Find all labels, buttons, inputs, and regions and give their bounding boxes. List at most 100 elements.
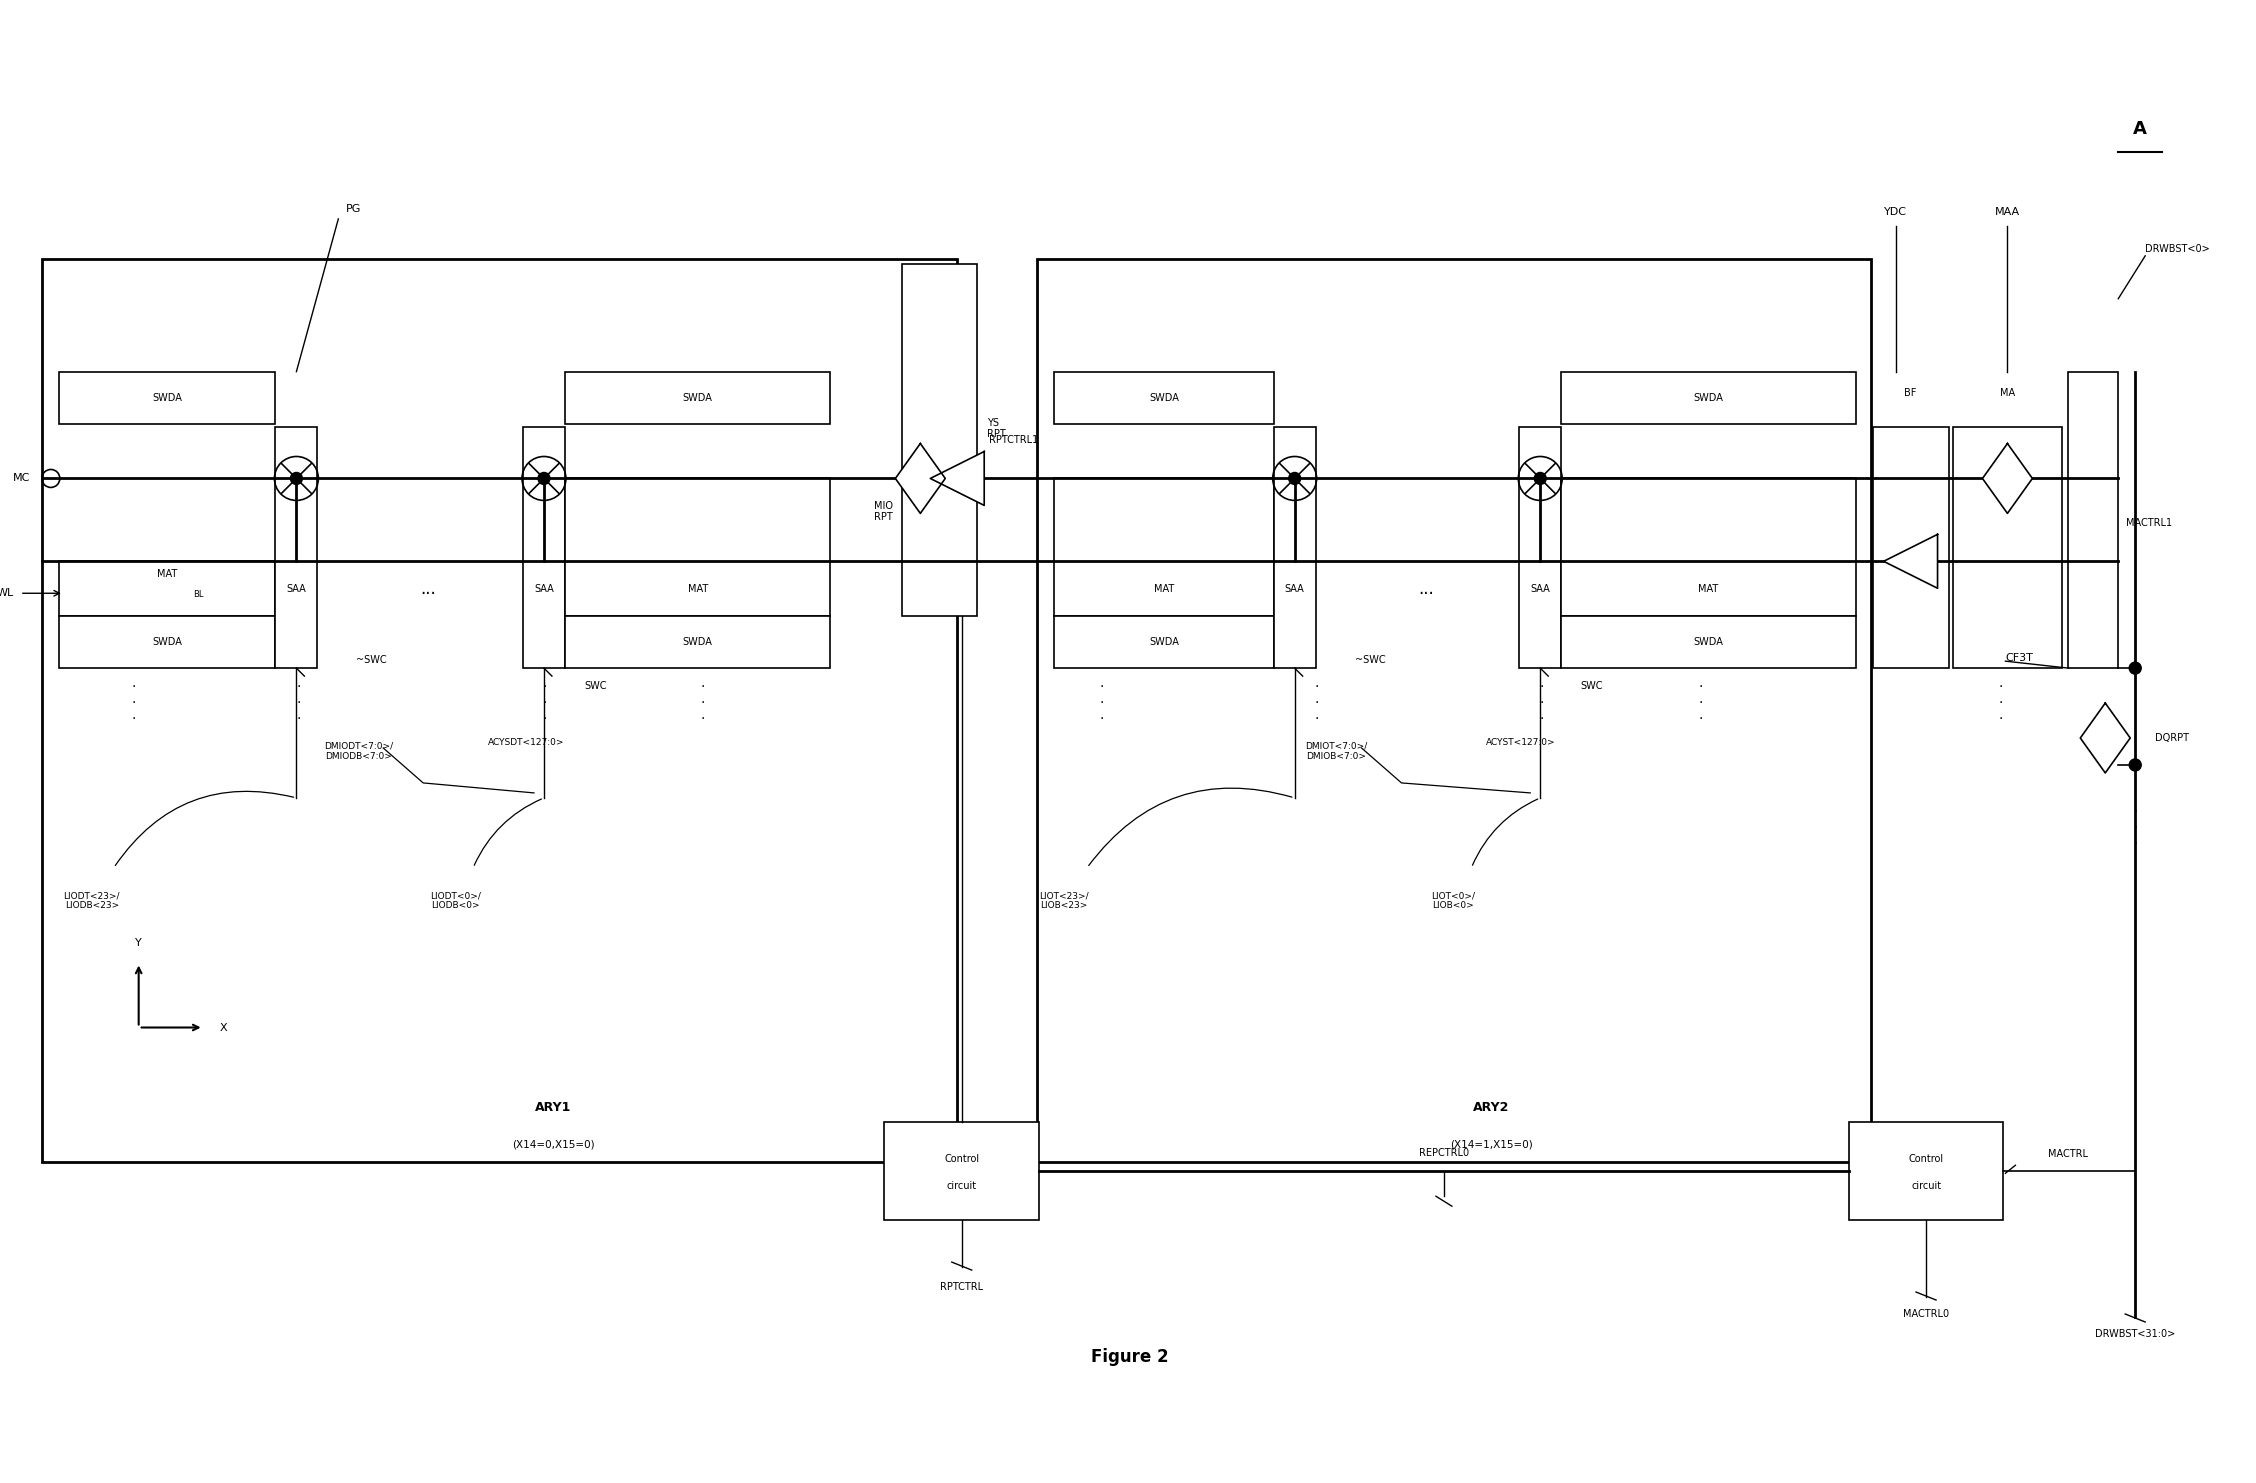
Text: MAT: MAT <box>158 569 178 578</box>
Text: MIO
RPT: MIO RPT <box>875 501 893 522</box>
Polygon shape <box>1884 534 1938 589</box>
Circle shape <box>1534 473 1545 485</box>
Text: ·
·
·: · · · <box>1315 679 1320 727</box>
Bar <box>1275 427 1315 669</box>
Text: DQRPT: DQRPT <box>2154 733 2188 743</box>
Text: ~SWC: ~SWC <box>1354 655 1385 666</box>
Text: SAA: SAA <box>287 584 307 593</box>
Bar <box>564 617 830 669</box>
Text: MC: MC <box>14 473 29 483</box>
Text: SWDA: SWDA <box>1694 638 1724 647</box>
Text: circuit: circuit <box>1911 1182 1940 1191</box>
Text: MACTRL: MACTRL <box>2048 1149 2089 1160</box>
Text: MACTRL1: MACTRL1 <box>2125 519 2173 528</box>
Text: DRWBST<31:0>: DRWBST<31:0> <box>2096 1329 2175 1339</box>
Bar <box>1561 479 1857 617</box>
Bar <box>43 260 957 1163</box>
Text: ...: ... <box>420 580 435 598</box>
Text: Control: Control <box>1909 1154 1945 1164</box>
Text: MAT: MAT <box>688 584 708 593</box>
Bar <box>275 427 318 669</box>
Text: SWDA: SWDA <box>684 393 713 402</box>
Text: SWDA: SWDA <box>684 638 713 647</box>
Text: REPCTRL0: REPCTRL0 <box>1419 1148 1469 1158</box>
Bar <box>1561 617 1857 669</box>
Text: ·
·
·: · · · <box>2132 805 2136 851</box>
Text: X: X <box>219 1022 228 1032</box>
Text: MAT: MAT <box>1153 584 1173 593</box>
Text: SWC: SWC <box>584 681 607 691</box>
Text: ~SWC: ~SWC <box>356 655 388 666</box>
Text: SWDA: SWDA <box>1148 638 1180 647</box>
Text: ACYSDT<127:0>: ACYSDT<127:0> <box>487 739 564 747</box>
Bar <box>1054 372 1275 424</box>
Text: YDC: YDC <box>1884 208 1906 217</box>
Text: SWDA: SWDA <box>1148 393 1180 402</box>
Text: YS
RPT: YS RPT <box>988 418 1006 439</box>
Polygon shape <box>929 451 984 506</box>
Polygon shape <box>896 443 945 513</box>
Text: ·
·
·: · · · <box>296 679 300 727</box>
Text: (X14=0,X15=0): (X14=0,X15=0) <box>512 1139 593 1149</box>
Text: ARY1: ARY1 <box>535 1100 571 1114</box>
Circle shape <box>291 473 302 485</box>
Text: ·
·
·: · · · <box>1101 679 1103 727</box>
Bar <box>1848 1123 2003 1221</box>
Text: BL: BL <box>194 590 203 599</box>
Bar <box>564 372 830 424</box>
Text: ARY2: ARY2 <box>1473 1100 1509 1114</box>
Bar <box>884 1123 1040 1221</box>
Circle shape <box>1288 473 1302 485</box>
Text: BF: BF <box>1904 387 1918 397</box>
Bar <box>2069 372 2118 669</box>
Text: ·
·
·: · · · <box>702 679 704 727</box>
Circle shape <box>2130 661 2141 675</box>
Text: LIOT<23>/
LIOB<23>: LIOT<23>/ LIOB<23> <box>1040 891 1090 911</box>
Bar <box>902 264 977 617</box>
Text: DMIOT<7:0>/
DMIOB<7:0>: DMIOT<7:0>/ DMIOB<7:0> <box>1306 742 1367 761</box>
Text: RPTCTRL: RPTCTRL <box>941 1281 984 1292</box>
Bar <box>1951 427 2062 669</box>
Text: Figure 2: Figure 2 <box>1092 1348 1169 1366</box>
Bar <box>1561 372 1857 424</box>
Text: SAA: SAA <box>535 584 553 593</box>
Bar <box>59 372 275 424</box>
Circle shape <box>2130 759 2141 771</box>
Text: ·
·
·: · · · <box>1699 679 1703 727</box>
Bar <box>1872 427 1949 669</box>
Bar <box>564 479 830 617</box>
Text: SAA: SAA <box>1530 584 1550 593</box>
Bar <box>1054 479 1275 617</box>
Text: ...: ... <box>1419 580 1435 598</box>
Text: DRWBST<0>: DRWBST<0> <box>2145 243 2211 254</box>
Text: ACYST<127:0>: ACYST<127:0> <box>1487 739 1557 747</box>
Text: SWC: SWC <box>1579 681 1602 691</box>
Text: SWDA: SWDA <box>151 393 183 402</box>
Text: ·
·
·: · · · <box>131 679 135 727</box>
Text: DMIODT<7:0>/
DMIODB<7:0>: DMIODT<7:0>/ DMIODB<7:0> <box>323 742 393 761</box>
Text: MACTRL0: MACTRL0 <box>1904 1309 1949 1318</box>
Text: SWDA: SWDA <box>1694 393 1724 402</box>
Text: A: A <box>2134 120 2148 138</box>
Text: PG: PG <box>345 205 361 214</box>
Text: SAA: SAA <box>1286 584 1304 593</box>
Text: (X14=1,X15=0): (X14=1,X15=0) <box>1451 1139 1532 1149</box>
Text: ·
·
·: · · · <box>544 679 548 727</box>
Text: MAA: MAA <box>1994 208 2019 217</box>
Text: MAT: MAT <box>1699 584 1719 593</box>
Text: ·
·
·: · · · <box>1539 679 1543 727</box>
Text: Y: Y <box>135 937 142 948</box>
Text: MA: MA <box>1999 387 2015 397</box>
Text: WL: WL <box>0 589 14 598</box>
Circle shape <box>537 473 550 485</box>
Text: RPTCTRL1: RPTCTRL1 <box>988 435 1038 445</box>
Text: LIODT<0>/
LIODB<0>: LIODT<0>/ LIODB<0> <box>429 891 481 911</box>
Bar <box>1054 617 1275 669</box>
Text: LIOT<0>/
LIOB<0>: LIOT<0>/ LIOB<0> <box>1430 891 1475 911</box>
Text: CF3T: CF3T <box>2006 653 2033 663</box>
Bar <box>59 617 275 669</box>
Polygon shape <box>2080 703 2130 773</box>
Bar <box>1038 260 1870 1163</box>
Text: Control: Control <box>945 1154 979 1164</box>
Bar <box>59 561 275 617</box>
